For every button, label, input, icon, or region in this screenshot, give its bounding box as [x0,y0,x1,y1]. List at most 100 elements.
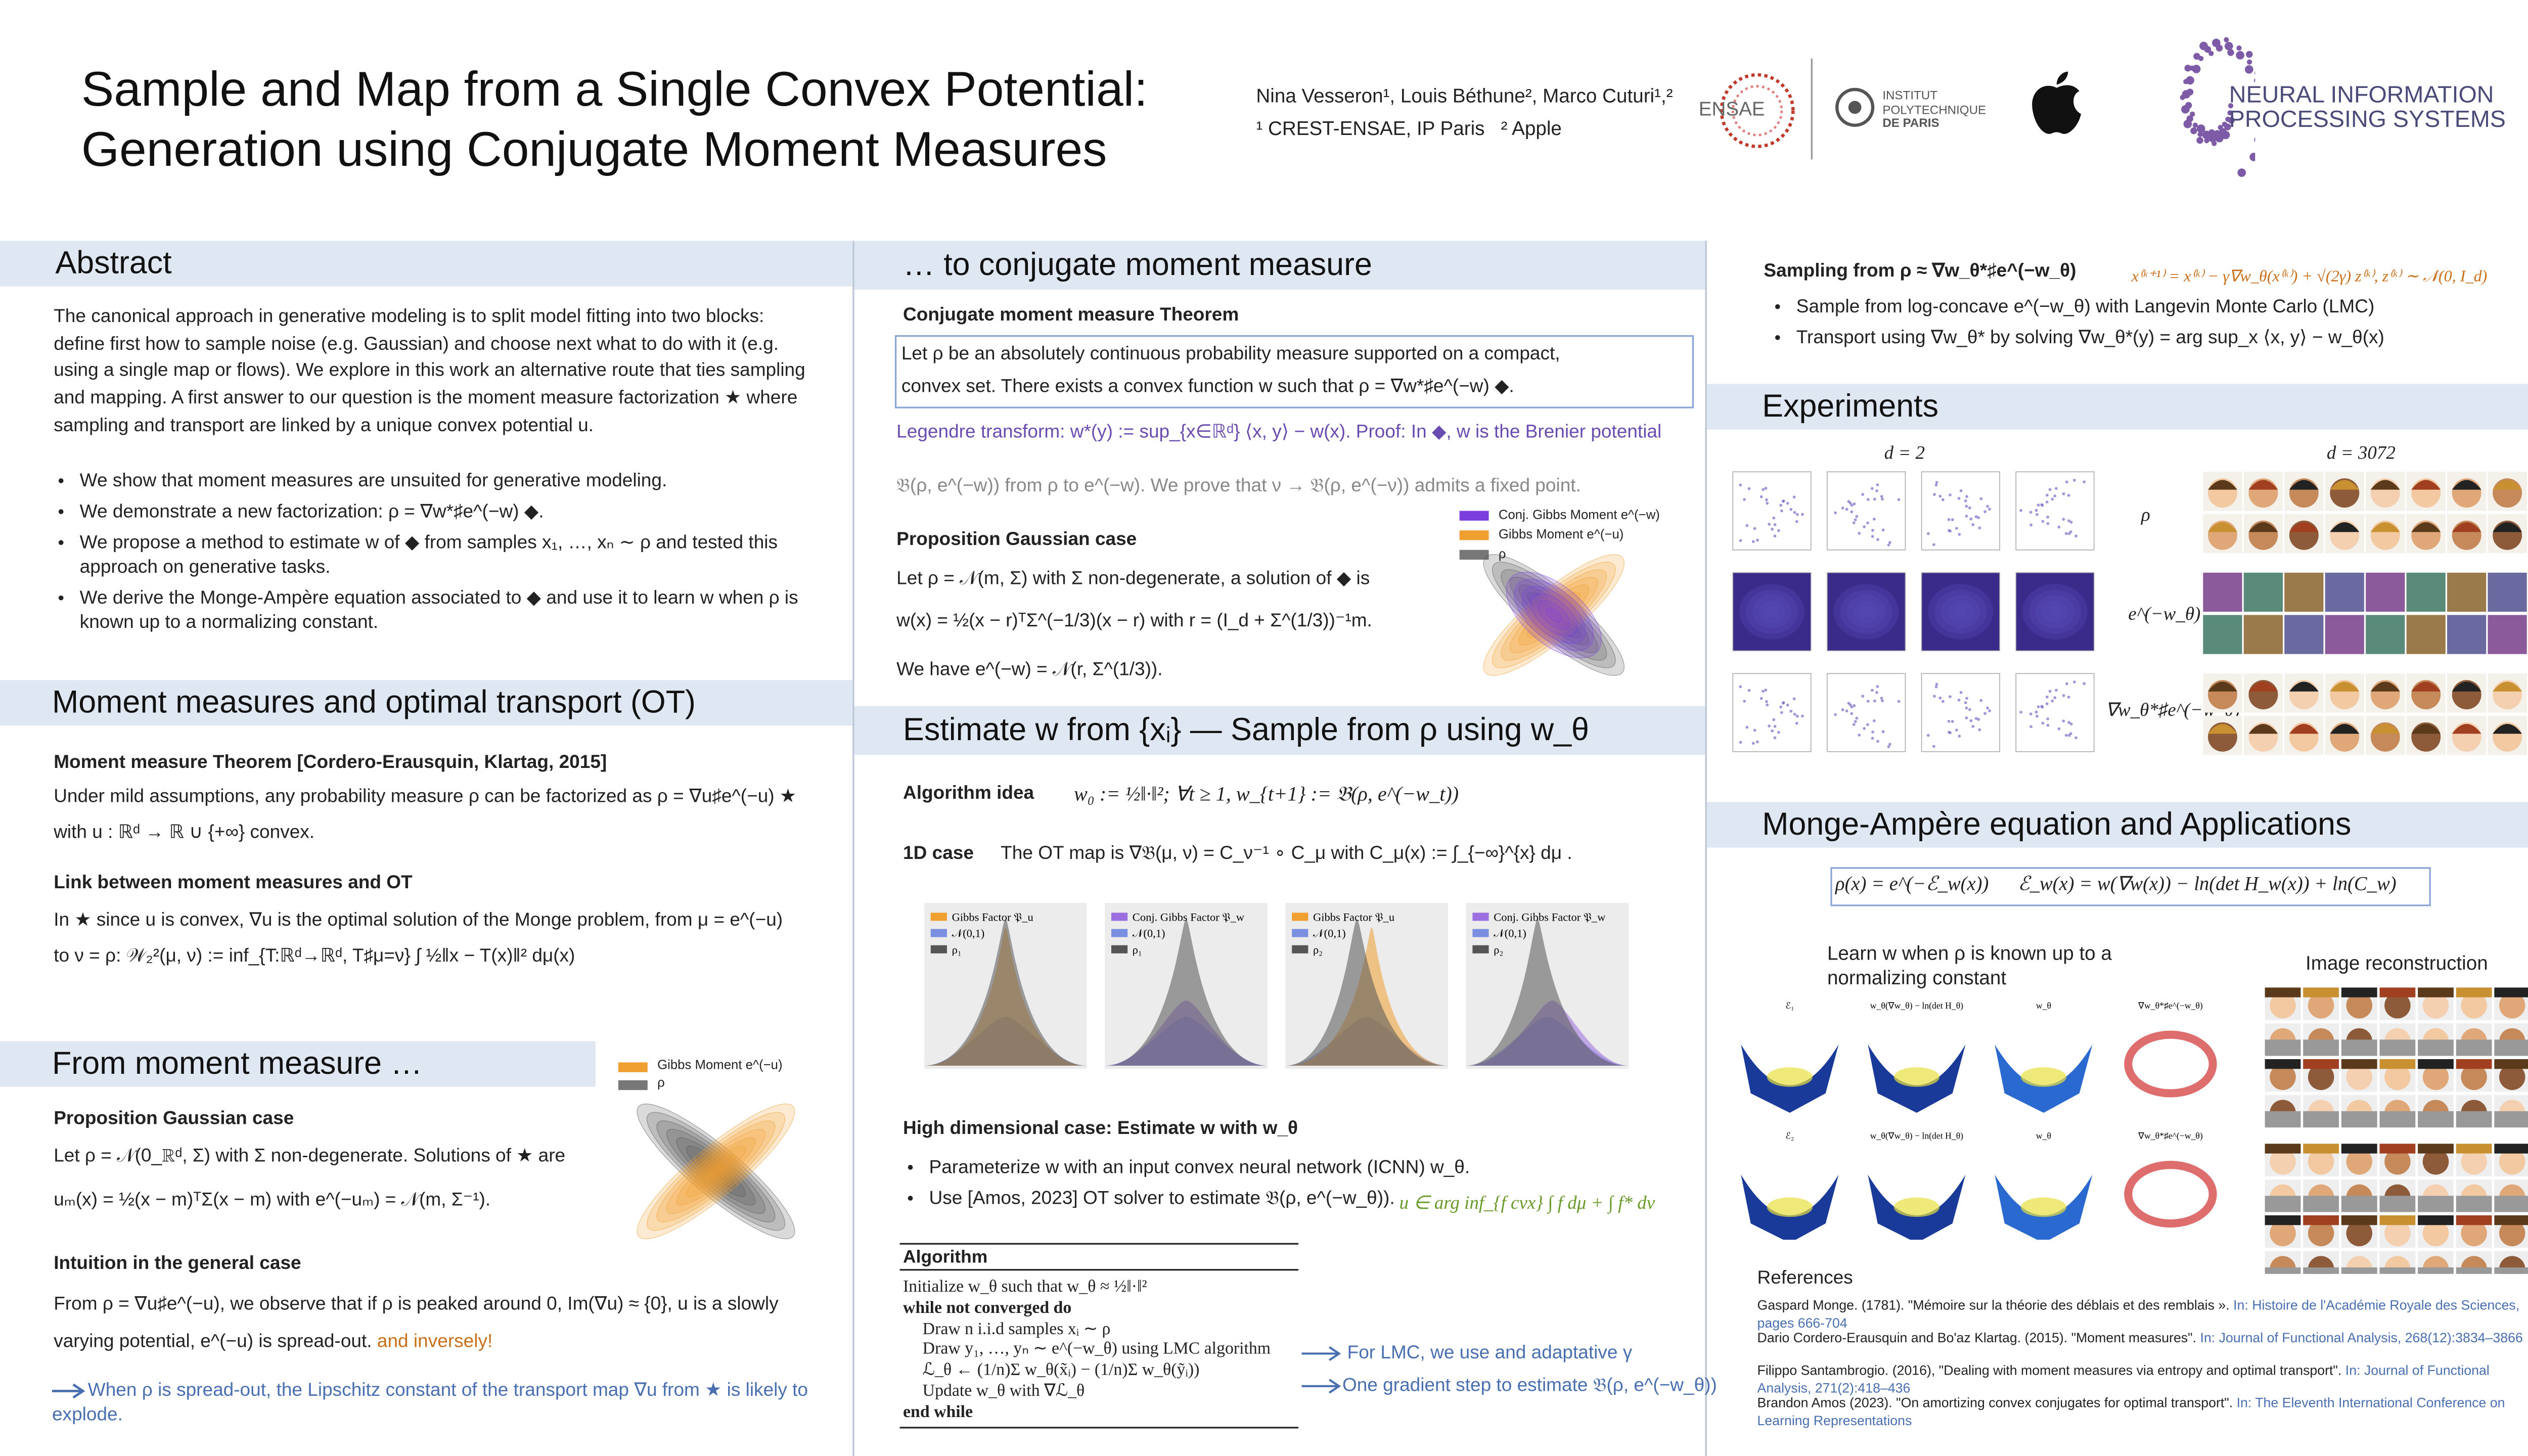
surface [1995,1044,2093,1113]
noise-image [2243,572,2283,612]
sample-dot [1863,525,1866,528]
contour [1833,584,1899,640]
sample-dot [1964,499,1967,503]
sample-dot [1871,535,1874,538]
noise-image [2325,572,2364,612]
sample-dot [1795,513,1799,516]
sample-dot [1773,724,1777,728]
sample-dot [2048,488,2052,491]
sample-dot [1876,685,1879,688]
sample-dot [1947,518,1951,521]
logo-dot [2190,111,2195,117]
column-label: d = 3072 [2326,444,2396,464]
face [2422,1064,2449,1090]
apple-leaf [2056,71,2068,85]
sample-dot [1739,539,1742,542]
sample-dot [1751,742,1755,745]
contour [656,1120,776,1222]
sample-dot [2069,521,2073,524]
legend-swatch [1292,913,1308,921]
surface-highlight [1893,1067,1939,1087]
sample-dot [1965,706,1968,710]
hair [2265,1215,2301,1225]
hair [2379,1215,2416,1225]
intuition-text: varying potential, e^(−u) is spread-out. [54,1332,372,1352]
sample-dot [1964,701,1967,704]
sample-dot [1782,701,1785,705]
sample-dot [2029,725,2033,729]
contour [1860,606,1873,617]
sample-dot [1747,689,1751,692]
logo-ring [1835,87,1875,127]
legend-label: 𝒩(0,1) [952,927,985,940]
sample-dot [1871,737,1874,740]
sample-cloud [2124,1161,2217,1228]
sample-panel [2015,572,2095,652]
legend-label: Gibbs Factor 𝔓_u [1313,911,1394,923]
reference: Dario Cordero-Erausquin and Bo'az Klarta… [1757,1329,2528,1347]
sample-dot [1935,682,1938,686]
bullet: We demonstrate a new factorization: ρ = … [80,501,853,525]
hair [2207,480,2237,490]
logo-dot [2186,115,2193,122]
sample-dot [2054,689,2058,692]
annotation: For LMC, we use and adaptative γ [1347,1344,1633,1363]
noise-image [2284,615,2324,654]
sample-dot [1866,723,1869,726]
arrow-path [52,1383,85,1399]
sample-dot [1751,540,1755,543]
intuition-line: varying potential, e^(−u) is spread-out.… [54,1331,492,1355]
logo-dot [2218,125,2223,130]
mask [2303,1039,2339,1056]
theorem-title: Conjugate moment measure Theorem [903,306,1239,326]
sample-panel [2015,471,2095,551]
face [2422,992,2449,1019]
noise-image [2366,572,2405,612]
sample-dot [1764,487,1768,490]
face [2422,1220,2449,1247]
legend-swatch [1459,550,1489,560]
sample-dot [1772,718,1776,721]
theorem-title: Moment measure Theorem [Cordero-Erausqui… [54,753,607,773]
sample-dot [1745,524,1749,527]
sample-dot [1951,518,1954,521]
surface [1741,1044,1839,1113]
logo-dot [2236,51,2245,60]
legend-swatch [1111,945,1128,953]
hair [2248,724,2278,734]
monge-formula: ρ(x) = e^(−ℰ_w(x)) ℰ_w(x) = w(∇w(x)) − l… [1835,872,2397,895]
contour [1492,562,1616,668]
mask [2341,1111,2377,1128]
sample-dot [2046,723,2050,727]
sample-dot [1872,517,1876,521]
sample-dot [1766,703,1769,707]
hair [2456,987,2492,997]
theorem-line: convex set. There exists a convex functi… [901,377,1514,397]
sample-dot [1766,502,1769,505]
hair [2341,987,2377,997]
sample-dot [1926,532,1930,535]
sample-dot [2083,682,2086,686]
mask [2303,1111,2339,1128]
sample-dot [2040,705,2044,708]
mask [2341,1039,2377,1056]
sample-dot [2045,695,2049,699]
sample-dot [1861,695,1865,698]
legend-label: Conj. Gibbs Factor 𝔓_w [1133,911,1245,923]
prop-line: Let ρ = 𝒩(0_ℝᵈ, Σ) with Σ non-degenerate… [54,1147,566,1167]
contour [1954,606,1967,617]
hair [2303,1215,2339,1225]
ipp-line: POLYTECHNIQUE [1882,102,1987,117]
formula-box [1830,867,2431,906]
ipp-line: INSTITUT [1882,87,1937,103]
surface-highlight [2020,1067,2066,1087]
sample-panel [1732,572,1812,652]
noise-image [2203,572,2242,612]
sample-dot [1870,487,1874,490]
hair [2341,1215,2377,1225]
hair [2248,522,2278,532]
hair [2411,522,2441,532]
learn-caption: Learn w when ρ is known up to a normalizi… [1827,942,2112,991]
sample-dot [1780,509,1783,513]
sample-dot [1773,736,1777,740]
